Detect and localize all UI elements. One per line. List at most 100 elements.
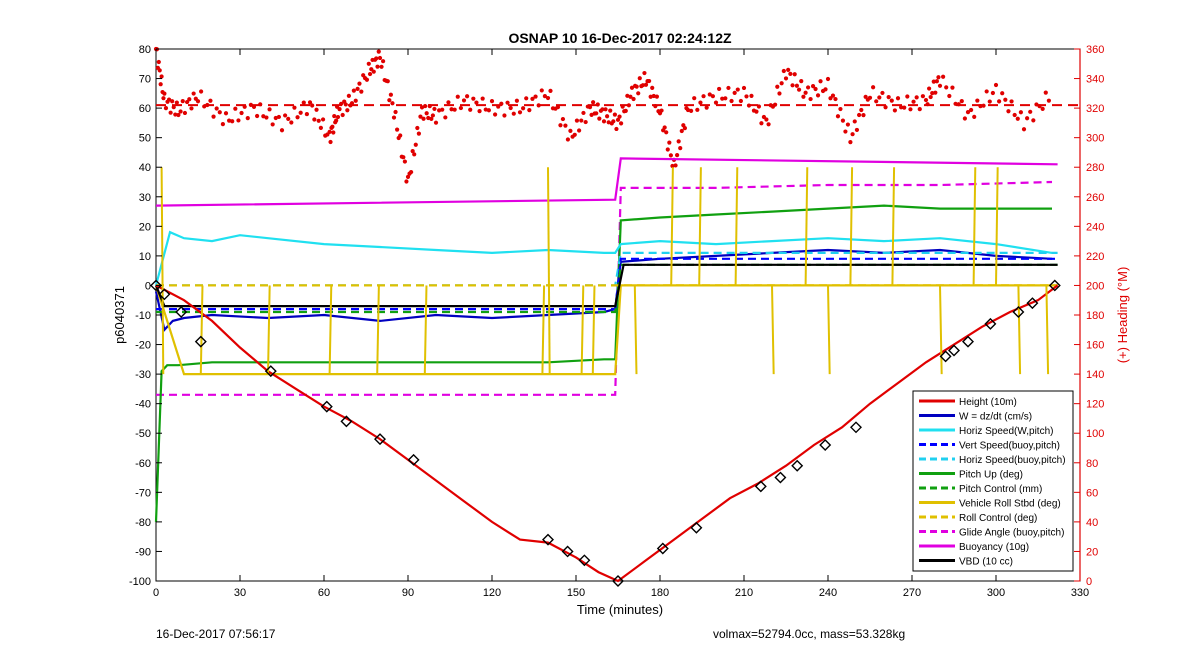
y2-tick-label: 320 xyxy=(1086,103,1104,115)
roll-spike xyxy=(827,285,831,375)
heading-point xyxy=(340,112,345,118)
x-tick-label: 150 xyxy=(567,587,585,599)
heading-point xyxy=(1003,97,1008,102)
heading-point xyxy=(379,64,384,69)
y-tick-label: 50 xyxy=(139,133,151,145)
heading-point xyxy=(1046,98,1051,103)
heading-point xyxy=(675,152,680,158)
heading-point xyxy=(245,116,250,121)
heading-point xyxy=(1037,104,1042,109)
heading-point xyxy=(944,85,949,90)
x-tick-label: 60 xyxy=(318,587,330,599)
y-tick-label: -70 xyxy=(135,487,151,499)
heading-point xyxy=(413,142,418,147)
heading-point xyxy=(170,99,175,104)
heading-point xyxy=(542,93,547,99)
heading-point xyxy=(217,110,222,115)
heading-point xyxy=(357,81,362,86)
heading-point xyxy=(591,100,596,105)
heading-point xyxy=(823,87,828,92)
heading-point xyxy=(387,98,392,103)
heading-point xyxy=(328,139,333,145)
heading-point xyxy=(182,110,188,116)
heading-point xyxy=(805,85,811,90)
axes-layer: 0 30 60 90 120 150 180 210 240 270 300 330-100-90-8… xyxy=(129,44,1104,599)
heading-point xyxy=(880,90,885,96)
height-marker xyxy=(656,542,669,555)
heading-point xyxy=(937,83,943,88)
heading-point xyxy=(477,109,482,114)
heading-point xyxy=(723,96,728,101)
heading-point xyxy=(676,139,681,144)
heading-point xyxy=(568,128,573,133)
heading-point xyxy=(993,82,999,88)
height-marker xyxy=(320,400,333,413)
heading-point xyxy=(276,114,281,120)
heading-point xyxy=(975,98,980,103)
y-tick-label: 30 xyxy=(139,192,151,204)
y-tick-label: -20 xyxy=(135,340,151,352)
heading-point xyxy=(496,104,501,109)
heading-point xyxy=(502,113,507,118)
heading-point xyxy=(689,108,694,113)
heading-point xyxy=(581,110,586,116)
heading-point xyxy=(574,118,580,123)
height-marker xyxy=(774,471,787,484)
heading-point xyxy=(754,109,759,114)
heading-point xyxy=(418,114,423,119)
heading-point xyxy=(905,94,910,99)
series-line-4 xyxy=(156,251,1058,287)
y2-tick-label: 260 xyxy=(1086,192,1104,204)
heading-point xyxy=(430,113,435,118)
roll-spike xyxy=(160,167,165,375)
legend-entry-label: W = dz/dt (cm/s) xyxy=(959,412,1032,423)
heading-point xyxy=(381,59,386,64)
heading-point xyxy=(614,126,619,132)
heading-point xyxy=(343,102,348,107)
heading-point xyxy=(304,111,309,117)
height-marker xyxy=(948,344,960,357)
y2-axis-label: (+) Heading (°M) xyxy=(1115,267,1130,364)
heading-point xyxy=(701,94,706,99)
heading-point xyxy=(990,90,995,96)
x-tick-label: 330 xyxy=(1071,587,1089,599)
heading-point xyxy=(667,140,672,145)
heading-point xyxy=(679,128,684,134)
heading-point xyxy=(936,75,941,80)
heading-point xyxy=(233,106,238,111)
height-marker xyxy=(939,350,952,363)
heading-point xyxy=(619,121,624,126)
heading-point xyxy=(794,83,799,88)
roll-spike xyxy=(633,285,638,375)
heading-point xyxy=(623,108,628,113)
heading-point xyxy=(637,76,642,81)
heading-point xyxy=(307,100,313,105)
heading-point xyxy=(236,118,241,123)
heading-point xyxy=(295,115,300,120)
legend-entry-label: Buoyancy (10g) xyxy=(959,542,1029,553)
heading-point xyxy=(833,96,838,102)
heading-point xyxy=(468,107,473,112)
heading-point xyxy=(695,107,700,112)
heading-point xyxy=(390,101,395,106)
heading-point xyxy=(332,113,337,119)
y2-tick-label: 80 xyxy=(1086,458,1098,470)
y2-tick-label: 360 xyxy=(1086,44,1104,56)
heading-point xyxy=(424,111,429,116)
heading-point xyxy=(180,99,185,104)
heading-point xyxy=(423,103,428,109)
heading-point xyxy=(972,114,977,119)
heading-point xyxy=(572,132,577,137)
heading-point xyxy=(558,123,563,128)
heading-point xyxy=(427,104,432,109)
heading-point xyxy=(790,83,795,88)
heading-point xyxy=(159,74,164,79)
heading-point xyxy=(930,91,935,96)
heading-point xyxy=(792,72,797,77)
heading-point xyxy=(799,79,804,84)
heading-point xyxy=(443,115,448,120)
heading-point xyxy=(168,110,173,115)
heading-point xyxy=(956,102,961,107)
heading-point xyxy=(759,121,764,126)
heading-point xyxy=(788,71,793,76)
